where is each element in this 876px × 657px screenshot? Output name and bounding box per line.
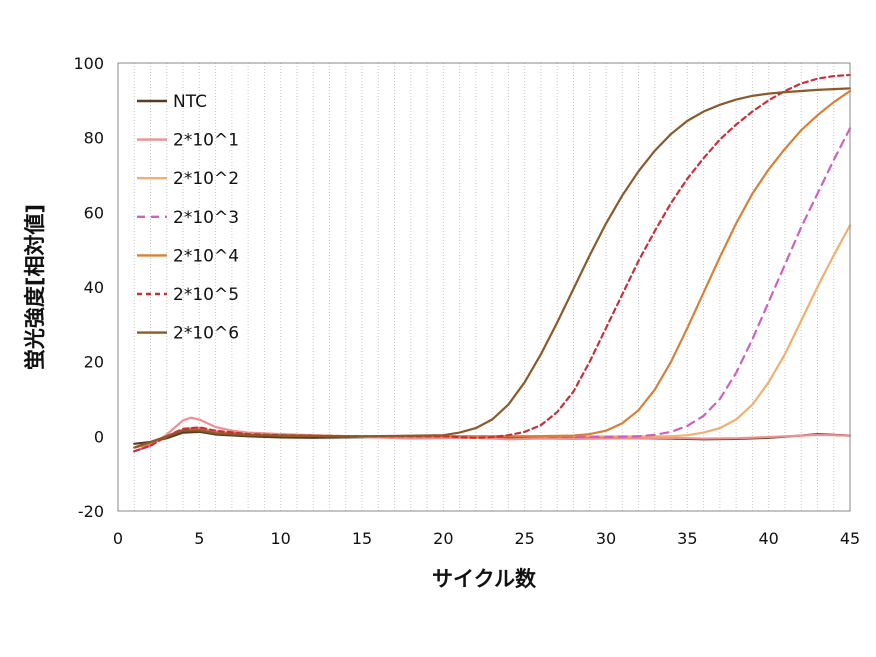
y-tick-label: 100 (73, 54, 104, 73)
series-line-1 (133, 416, 852, 453)
y-tick-label: 60 (84, 203, 104, 222)
y-tick-label: 40 (84, 278, 104, 297)
legend-label-5: 2*10^5 (173, 285, 239, 305)
x-tick-label: 45 (840, 529, 860, 548)
x-tick-label: 5 (194, 529, 204, 548)
x-tick-label: 25 (514, 529, 534, 548)
legend-label-4: 2*10^4 (173, 246, 239, 266)
plot-border (117, 62, 851, 512)
legend: NTC 2*10^1 2*10^2 2*10^3 2*10^4 2*10^5 2*10^6 (137, 92, 239, 344)
y-axis-title: 蛍光強度[相対値] (23, 204, 47, 370)
x-tick-label: 10 (270, 529, 290, 548)
y-tick-label: 20 (84, 353, 104, 372)
y-axis-ticks: -20 0 20 40 60 80 100 (73, 54, 104, 521)
x-tick-label: 0 (113, 529, 123, 548)
series-line-5 (133, 73, 852, 453)
x-axis-title: サイクル数 (432, 567, 537, 591)
legend-label-2: 2*10^2 (173, 169, 239, 189)
legend-label-0: NTC (173, 92, 207, 112)
series-line-4 (133, 89, 852, 449)
legend-label-6: 2*10^6 (173, 324, 239, 344)
x-tick-label: 35 (677, 529, 697, 548)
x-tick-label: 20 (433, 529, 453, 548)
legend-label-1: 2*10^1 (173, 131, 239, 151)
x-tick-label: 40 (758, 529, 778, 548)
y-tick-label: 0 (94, 427, 104, 446)
x-tick-label: 15 (352, 529, 372, 548)
y-tick-label: 80 (84, 129, 104, 148)
x-axis-ticks: 0 5 10 15 20 25 30 35 40 45 (113, 529, 860, 548)
series-line-6 (133, 87, 852, 449)
series-lines (133, 73, 852, 453)
legend-label-3: 2*10^3 (173, 208, 239, 228)
y-tick-label: -20 (78, 502, 104, 521)
x-tick-label: 30 (596, 529, 616, 548)
